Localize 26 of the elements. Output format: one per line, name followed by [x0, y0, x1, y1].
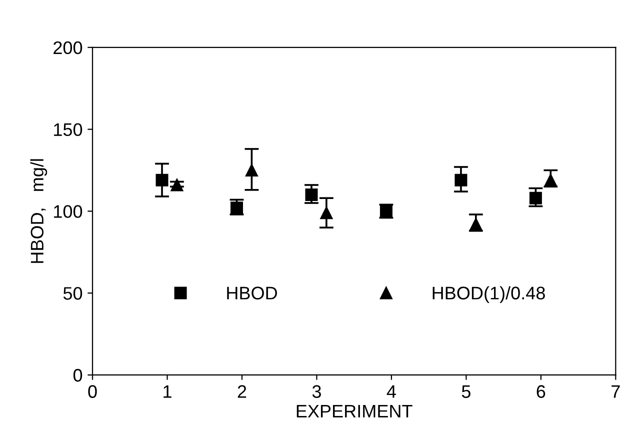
y-tick-label: 200	[54, 41, 82, 54]
x-tick-label: 5	[462, 385, 470, 398]
y-tick-label: 0	[73, 368, 82, 382]
point	[454, 174, 468, 186]
point	[305, 188, 318, 202]
x-tick-label: 1	[164, 385, 172, 398]
y-tick-label: 50	[63, 287, 82, 300]
point	[170, 178, 184, 192]
point	[529, 192, 542, 204]
point	[245, 164, 258, 176]
x-axis-title: EXPERIMENT	[296, 404, 412, 418]
y-tick-label: 100	[54, 205, 82, 218]
point	[320, 206, 333, 220]
x-tick-label: 4	[386, 385, 396, 398]
point	[230, 202, 244, 214]
x-tick-label: 7	[612, 385, 620, 398]
legend-label: HBOD	[227, 286, 277, 300]
y-tick-label: 150	[54, 123, 82, 136]
point	[156, 174, 168, 186]
y-axis-title: HBOD, mg/l	[30, 159, 48, 263]
x-tick-label: 2	[238, 385, 246, 398]
x-tick-label: 3	[312, 385, 321, 398]
point	[470, 218, 482, 231]
x-tick-label: 6	[536, 385, 546, 398]
x-tick-label: 0	[88, 385, 97, 398]
legend-label: HBOD(1)/0.48	[432, 286, 545, 304]
